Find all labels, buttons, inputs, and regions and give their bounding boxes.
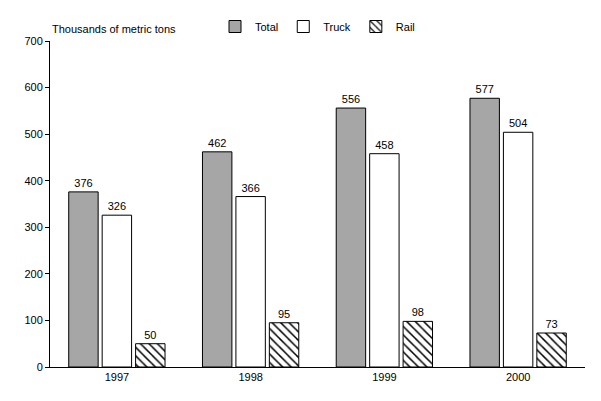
svg-text:300: 300: [24, 221, 42, 233]
svg-text:556: 556: [342, 93, 360, 105]
svg-text:1998: 1998: [238, 371, 262, 383]
svg-text:504: 504: [509, 117, 527, 129]
svg-text:458: 458: [375, 139, 393, 151]
svg-text:Truck: Truck: [323, 21, 351, 33]
svg-text:326: 326: [108, 200, 126, 212]
svg-text:366: 366: [241, 182, 259, 194]
svg-text:50: 50: [144, 329, 156, 341]
svg-text:Total: Total: [255, 21, 278, 33]
svg-text:Thousands of metric tons: Thousands of metric tons: [52, 23, 176, 35]
svg-text:500: 500: [24, 128, 42, 140]
svg-text:577: 577: [476, 83, 494, 95]
svg-text:98: 98: [412, 306, 424, 318]
svg-text:700: 700: [24, 35, 42, 47]
svg-text:1997: 1997: [105, 371, 129, 383]
svg-text:376: 376: [74, 177, 92, 189]
svg-text:2000: 2000: [506, 371, 530, 383]
svg-text:462: 462: [208, 137, 226, 149]
svg-text:600: 600: [24, 81, 42, 93]
svg-text:400: 400: [24, 175, 42, 187]
svg-text:95: 95: [278, 308, 290, 320]
svg-text:200: 200: [24, 268, 42, 280]
svg-text:1999: 1999: [372, 371, 396, 383]
svg-text:100: 100: [24, 314, 42, 326]
svg-text:73: 73: [545, 318, 557, 330]
svg-text:Rail: Rail: [396, 21, 415, 33]
svg-text:0: 0: [37, 361, 43, 373]
